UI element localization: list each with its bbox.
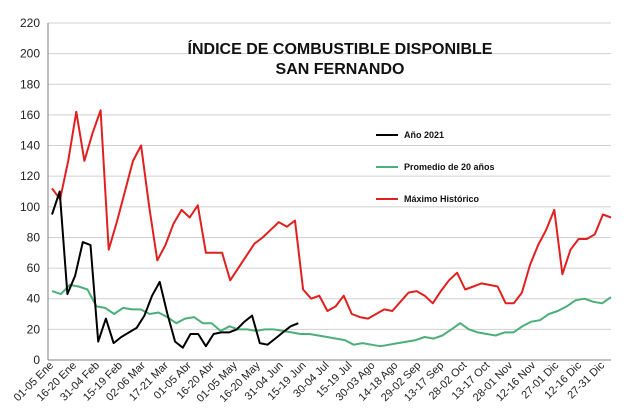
- y-tick-label: 100: [20, 200, 40, 214]
- series-line-ano-2021: [51, 190, 299, 349]
- y-tick-label: 220: [20, 16, 40, 30]
- y-tick-label: 140: [20, 139, 40, 153]
- y-tick-label: 180: [20, 77, 40, 91]
- y-tick-label: 60: [27, 261, 41, 275]
- series-line-maximo-historico: [51, 109, 612, 320]
- chart-title-line2: SAN FERNANDO: [276, 61, 405, 78]
- y-axis-ticks: 0 20 40 60 80 100 120 140 160 180 200 220: [20, 16, 40, 367]
- y-tick-label: 40: [27, 292, 41, 306]
- legend-label-ano-2021: Año 2021: [404, 130, 444, 140]
- y-tick-label: 160: [20, 108, 40, 122]
- series-line-promedio-de-20-anos: [51, 283, 612, 348]
- series-lines: [51, 109, 612, 349]
- legend-label-promedio: Promedio de 20 años: [404, 162, 495, 172]
- y-tick-label: 200: [20, 47, 40, 61]
- legend: Año 2021 Promedio de 20 años Máximo Hist…: [376, 130, 495, 204]
- legend-label-maximo-historico: Máximo Histórico: [404, 194, 480, 204]
- y-tick-label: 120: [20, 169, 40, 183]
- y-tick-label: 80: [27, 230, 41, 244]
- y-tick-label: 20: [27, 322, 41, 336]
- y-tick-label: 0: [33, 353, 40, 367]
- chart-title-line1: ÍNDICE DE COMBUSTIBLE DISPONIBLE: [188, 39, 493, 58]
